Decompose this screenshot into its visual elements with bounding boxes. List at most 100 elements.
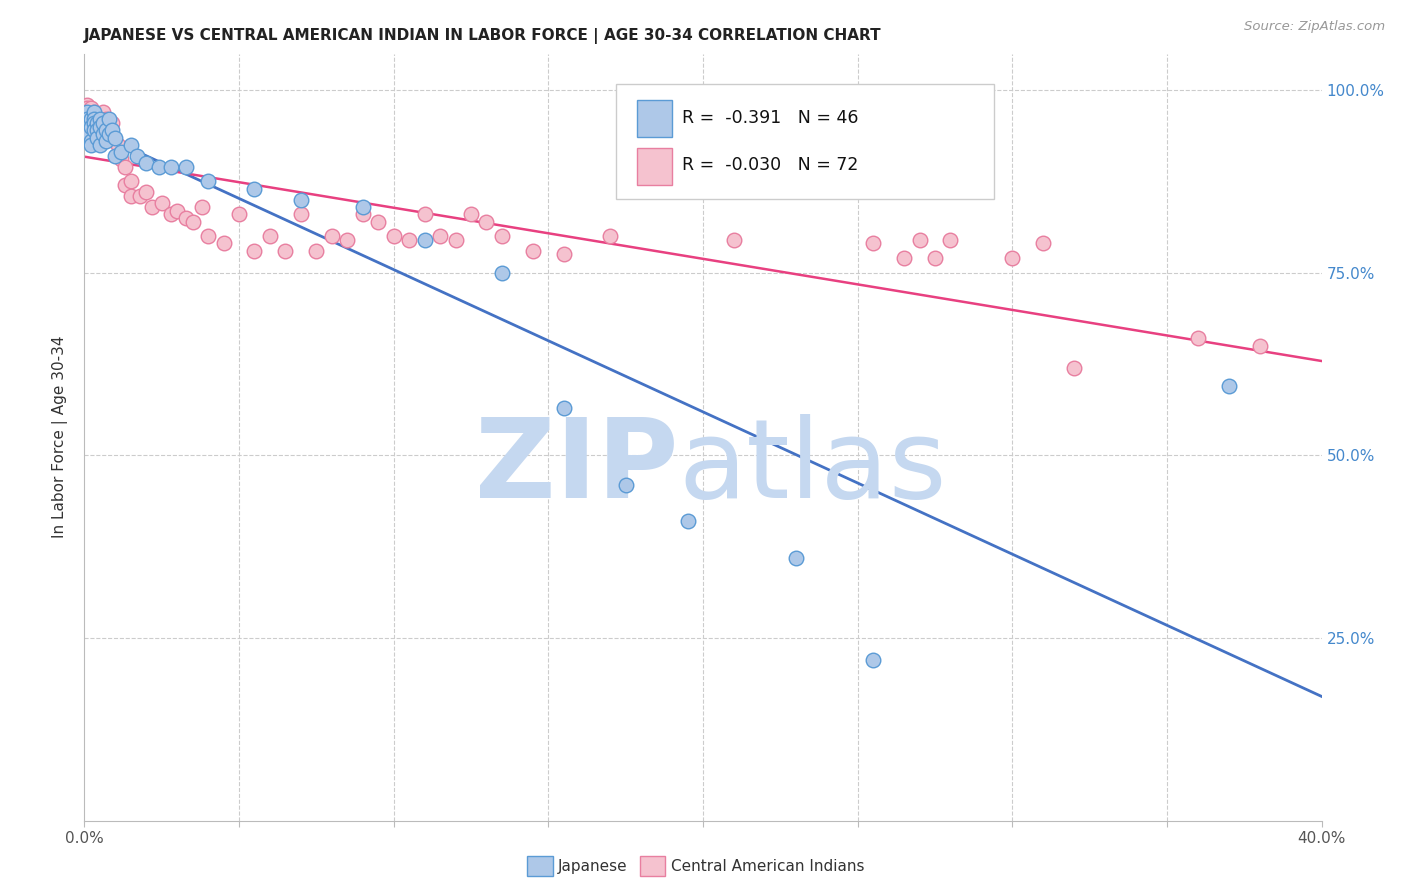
Point: [197, 229, 219, 244]
Point: [352, 207, 374, 221]
Point: [98, 127, 121, 141]
Point: [83, 105, 105, 120]
Point: [120, 174, 142, 188]
Point: [76, 105, 98, 120]
Point: [1063, 360, 1085, 375]
Point: [491, 266, 513, 280]
Point: [94, 134, 117, 148]
Point: [76, 112, 98, 127]
Point: [94, 130, 117, 145]
Text: atlas: atlas: [678, 414, 946, 521]
Point: [98, 112, 121, 127]
Text: JAPANESE VS CENTRAL AMERICAN INDIAN IN LABOR FORCE | AGE 30-34 CORRELATION CHART: JAPANESE VS CENTRAL AMERICAN INDIAN IN L…: [84, 28, 882, 44]
Point: [893, 251, 915, 265]
Point: [290, 193, 312, 207]
Point: [91, 116, 114, 130]
Point: [86, 130, 108, 145]
Point: [444, 233, 467, 247]
Point: [107, 149, 129, 163]
Point: [79, 112, 101, 127]
Point: [86, 116, 108, 130]
Point: [243, 182, 266, 196]
Point: [89, 120, 111, 134]
Point: [290, 207, 312, 221]
Point: [166, 203, 188, 218]
Point: [114, 160, 136, 174]
Point: [212, 236, 235, 251]
Point: [150, 196, 173, 211]
Point: [101, 130, 124, 145]
Point: [148, 160, 170, 174]
Point: [79, 112, 101, 127]
Point: [599, 229, 621, 244]
Point: [110, 153, 132, 167]
Point: [79, 109, 101, 123]
Point: [83, 116, 105, 130]
Point: [83, 116, 105, 130]
Point: [176, 211, 198, 225]
Point: [491, 229, 513, 244]
Text: Source: ZipAtlas.com: Source: ZipAtlas.com: [1244, 20, 1385, 33]
Point: [191, 200, 214, 214]
Point: [413, 207, 436, 221]
Point: [274, 244, 297, 258]
Point: [89, 137, 111, 152]
Point: [862, 236, 884, 251]
Point: [110, 145, 132, 160]
Point: [723, 233, 745, 247]
Point: [305, 244, 328, 258]
Point: [197, 174, 219, 188]
Point: [101, 123, 124, 137]
Point: [91, 105, 114, 120]
Point: [228, 207, 250, 221]
Point: [101, 116, 124, 130]
Point: [924, 251, 946, 265]
Point: [76, 97, 98, 112]
Point: [86, 116, 108, 130]
Text: Japanese: Japanese: [558, 859, 628, 873]
Point: [76, 101, 98, 115]
Point: [83, 112, 105, 127]
Point: [104, 149, 127, 163]
Point: [1218, 379, 1240, 393]
Point: [243, 244, 266, 258]
Point: [1032, 236, 1054, 251]
Point: [98, 123, 121, 137]
Point: [83, 105, 105, 120]
Point: [475, 214, 498, 228]
Point: [367, 214, 389, 228]
Point: [181, 214, 204, 228]
Point: [413, 233, 436, 247]
Point: [120, 137, 142, 152]
Point: [76, 120, 98, 134]
Point: [89, 116, 111, 130]
Point: [460, 207, 482, 221]
Point: [76, 105, 98, 120]
Point: [94, 112, 117, 127]
Point: [86, 123, 108, 137]
Point: [553, 247, 575, 261]
Point: [176, 160, 198, 174]
Point: [862, 653, 884, 667]
Point: [135, 186, 157, 200]
Point: [553, 401, 575, 415]
Point: [107, 137, 129, 152]
Point: [89, 123, 111, 137]
Point: [614, 477, 637, 491]
Point: [160, 207, 183, 221]
Point: [125, 149, 148, 163]
Point: [86, 109, 108, 123]
Point: [1001, 251, 1024, 265]
Point: [522, 244, 544, 258]
Point: [398, 233, 420, 247]
Point: [76, 127, 98, 141]
Point: [94, 123, 117, 137]
Point: [1249, 339, 1271, 353]
Point: [321, 229, 343, 244]
Point: [336, 233, 359, 247]
Point: [83, 112, 105, 127]
Point: [83, 123, 105, 137]
Y-axis label: In Labor Force | Age 30-34: In Labor Force | Age 30-34: [52, 335, 69, 539]
Point: [79, 120, 101, 134]
Point: [645, 448, 668, 462]
